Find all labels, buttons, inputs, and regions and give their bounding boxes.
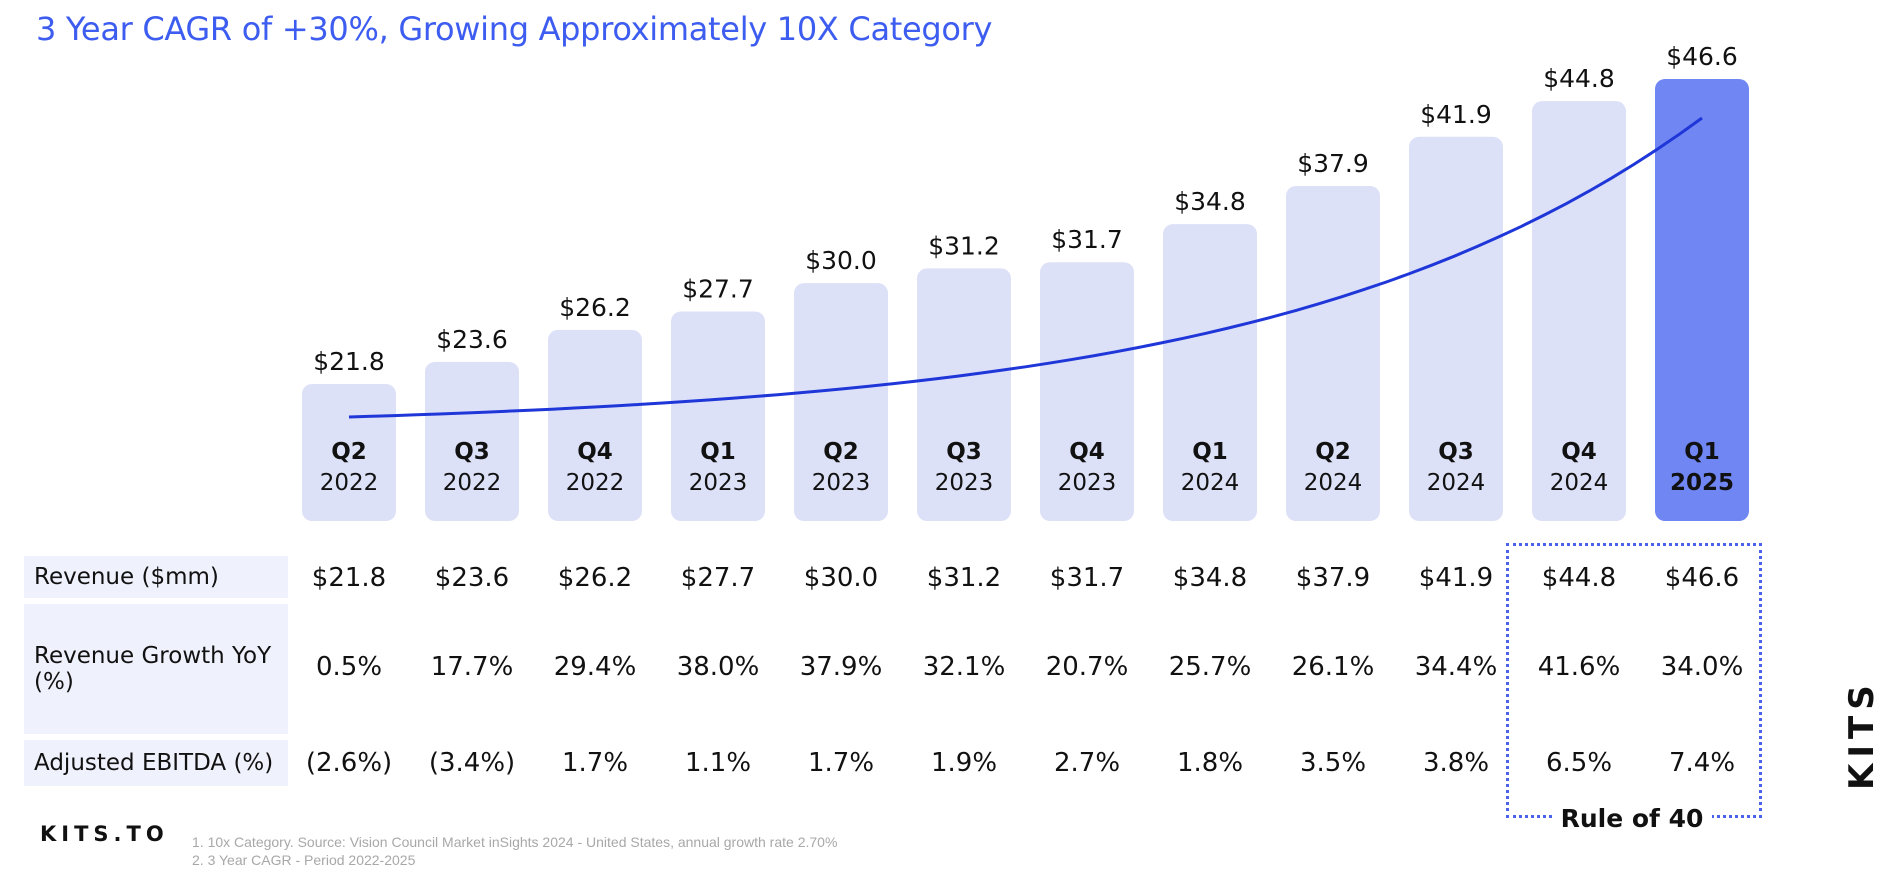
value-label: $21.8 [313,347,385,376]
quarter-label: Q4 [1561,439,1597,465]
rule-of-40-label: Rule of 40 [1552,804,1712,833]
value-label: $41.9 [1420,100,1492,129]
bar-q1-2024 [1163,224,1257,521]
ebitda-cell: 3.5% [1299,748,1367,778]
ebitda-cell: 6.5% [1545,748,1613,778]
value-label: $23.6 [436,325,508,354]
rule-of-40-box [1506,543,1762,818]
growth-cell: 37.9% [799,652,883,682]
revenue-cell: $41.9 [1418,563,1494,593]
brand-wordmark: KITS.TO [40,822,169,846]
revenue-cell: $44.8 [1541,563,1617,593]
value-label: $31.7 [1051,225,1123,254]
revenue-cell: $21.8 [311,563,387,593]
growth-cell: 17.7% [430,652,514,682]
year-label: 2023 [1058,470,1117,496]
growth-cell: 32.1% [922,652,1006,682]
ebitda-cell: 1.1% [684,748,752,778]
quarter-label: Q1 [1192,439,1228,465]
value-label: $31.2 [928,231,1000,260]
bar-q4-2023 [1040,262,1134,521]
value-label: $46.6 [1666,42,1738,71]
quarter-label: Q3 [1438,439,1474,465]
quarter-label: Q2 [823,439,859,465]
year-label: 2024 [1181,470,1240,496]
revenue-cell: $23.6 [434,563,510,593]
value-label: $34.8 [1174,187,1246,216]
revenue-cell: $27.7 [680,563,756,593]
ebitda-cell: 2.7% [1053,748,1121,778]
year-label: 2025 [1670,470,1734,496]
growth-cell: 34.0% [1660,652,1744,682]
revenue-cell: $30.0 [803,563,879,593]
bar-q3-2023 [917,268,1011,521]
bar-q3-2022 [425,361,519,521]
row-label-ebitda: Adjusted EBITDA (%) [24,740,288,786]
ebitda-cell: 1.9% [930,748,998,778]
year-label: 2023 [812,470,871,496]
row-label-revenue: Revenue ($mm) [24,556,288,598]
growth-cell: 38.0% [676,652,760,682]
bar-q4-2024 [1532,101,1626,522]
trend-line [348,116,1703,419]
year-label: 2024 [1550,470,1609,496]
bar-q3-2024 [1409,136,1503,521]
growth-cell: 29.4% [553,652,637,682]
bar-q1-2025 [1655,79,1749,521]
row-label-growth: Revenue Growth YoY (%) [24,604,288,734]
ebitda-cell: 1.7% [807,748,875,778]
quarter-label: Q1 [700,439,736,465]
footnote-2: 2. 3 Year CAGR - Period 2022-2025 [192,852,416,868]
revenue-cell: $37.9 [1295,563,1371,593]
value-label: $27.7 [682,274,754,303]
quarter-label: Q4 [577,439,613,465]
value-label: $30.0 [805,246,877,275]
revenue-cell: $31.2 [926,563,1002,593]
year-label: 2022 [320,470,379,496]
value-label: $44.8 [1543,64,1615,93]
footnote-1: 1. 10x Category. Source: Vision Council … [192,834,838,850]
year-label: 2024 [1304,470,1363,496]
revenue-cell: $26.2 [557,563,633,593]
page-title: 3 Year CAGR of +30%, Growing Approximate… [36,10,993,48]
ebitda-cell: 7.4% [1668,748,1736,778]
growth-cell: 41.6% [1537,652,1621,682]
quarter-label: Q2 [1315,439,1351,465]
quarter-label: Q3 [454,439,490,465]
growth-cell: 26.1% [1291,652,1375,682]
value-label: $26.2 [559,293,631,322]
year-label: 2023 [935,470,994,496]
bar-q2-2022 [302,384,396,521]
ebitda-cell: 1.7% [561,748,629,778]
bar-q2-2023 [794,283,888,521]
revenue-cell: $31.7 [1049,563,1125,593]
growth-cell: 0.5% [315,652,383,682]
ebitda-cell: 3.8% [1422,748,1490,778]
quarter-label: Q4 [1069,439,1105,465]
value-label: $37.9 [1297,149,1369,178]
revenue-cell: $46.6 [1664,563,1740,593]
year-label: 2024 [1427,470,1486,496]
side-logo: KITS [1842,679,1882,790]
quarter-label: Q1 [1684,439,1720,465]
ebitda-cell: (3.4%) [428,748,516,778]
growth-cell: 20.7% [1045,652,1129,682]
year-label: 2022 [566,470,625,496]
year-label: 2022 [443,470,502,496]
growth-cell: 25.7% [1168,652,1252,682]
bar-q1-2023 [671,311,765,521]
bar-q4-2022 [548,329,642,521]
growth-cell: 34.4% [1414,652,1498,682]
year-label: 2023 [689,470,748,496]
quarter-label: Q2 [331,439,367,465]
revenue-bar-chart: $21.8 Q2 2022 $23.6 Q3 2022 $26.2 Q4 2022 $27.7 Q1… [302,42,1749,522]
ebitda-cell: (2.6%) [305,748,393,778]
quarter-label: Q3 [946,439,982,465]
revenue-cell: $34.8 [1172,563,1248,593]
bar-q2-2024 [1286,185,1380,521]
ebitda-cell: 1.8% [1176,748,1244,778]
